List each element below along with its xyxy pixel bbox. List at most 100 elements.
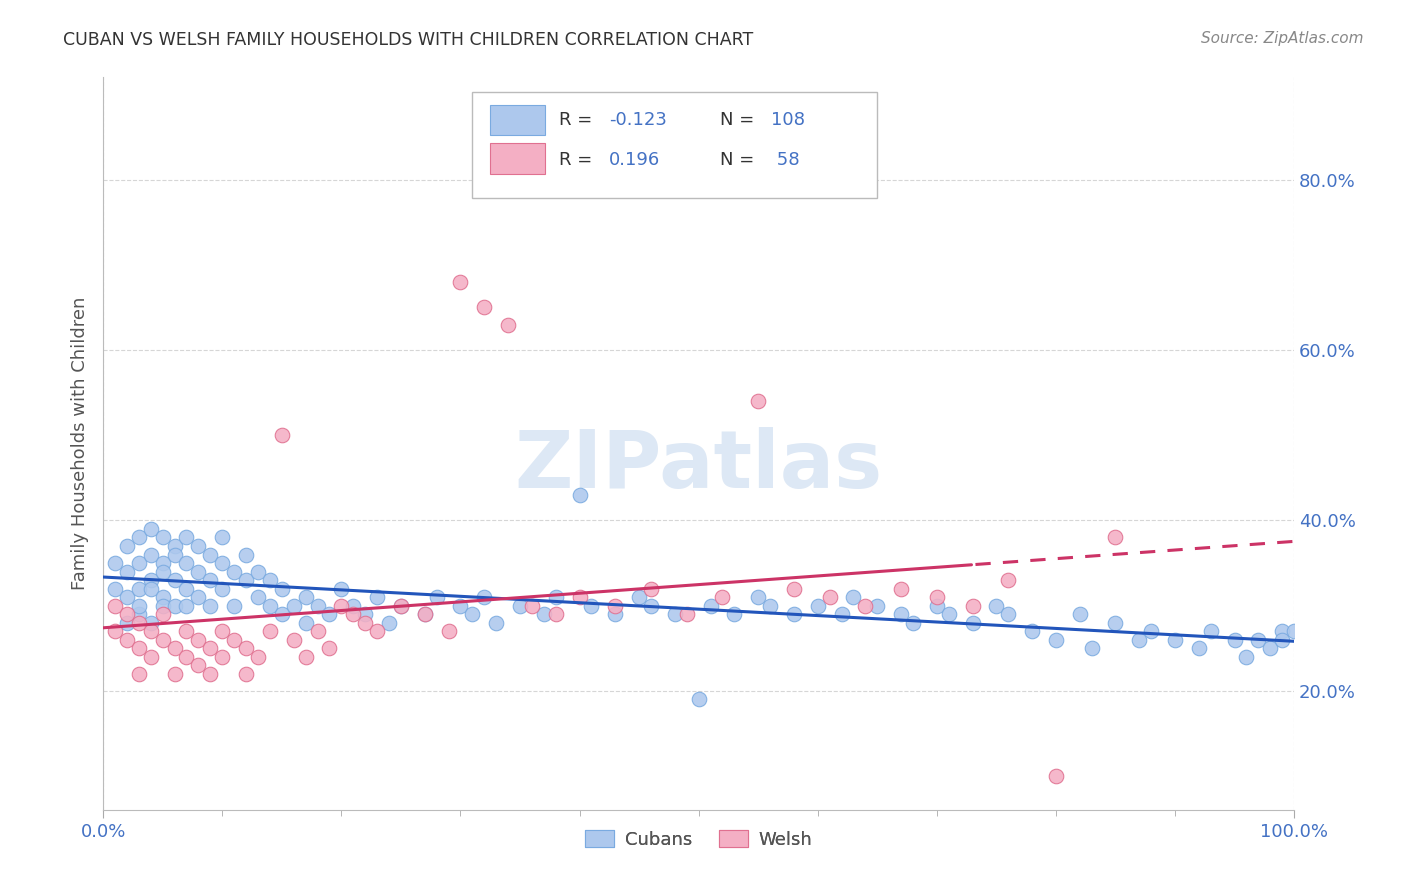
Point: [211, 624, 233, 639]
Point: [509, 599, 531, 613]
Point: [283, 632, 305, 647]
Point: [211, 582, 233, 596]
Point: [413, 607, 436, 622]
Point: [807, 599, 830, 613]
Point: [152, 531, 174, 545]
Point: [664, 607, 686, 622]
Point: [128, 615, 150, 630]
Point: [246, 649, 269, 664]
FancyBboxPatch shape: [491, 144, 546, 174]
Point: [1164, 632, 1187, 647]
Point: [1069, 607, 1091, 622]
Point: [128, 666, 150, 681]
Point: [640, 582, 662, 596]
Point: [925, 599, 948, 613]
Point: [259, 624, 281, 639]
Y-axis label: Family Households with Children: Family Households with Children: [72, 297, 89, 591]
Point: [1104, 615, 1126, 630]
Point: [104, 582, 127, 596]
Text: 58: 58: [772, 152, 800, 169]
Point: [318, 607, 340, 622]
Point: [1282, 624, 1305, 639]
Point: [259, 599, 281, 613]
Point: [938, 607, 960, 622]
Point: [366, 590, 388, 604]
Point: [1258, 641, 1281, 656]
Point: [544, 607, 567, 622]
Point: [115, 607, 138, 622]
Point: [723, 607, 745, 622]
Point: [378, 615, 401, 630]
Point: [389, 599, 412, 613]
Point: [1021, 624, 1043, 639]
Point: [294, 590, 316, 604]
Point: [152, 607, 174, 622]
Point: [485, 615, 508, 630]
Point: [496, 318, 519, 332]
Point: [472, 301, 495, 315]
Point: [472, 590, 495, 604]
Point: [1045, 769, 1067, 783]
Point: [426, 590, 449, 604]
Point: [224, 599, 246, 613]
Point: [139, 573, 162, 587]
Point: [200, 548, 222, 562]
Point: [640, 599, 662, 613]
Point: [605, 607, 627, 622]
Point: [128, 607, 150, 622]
Point: [115, 539, 138, 553]
Point: [294, 649, 316, 664]
Point: [747, 394, 769, 409]
Point: [842, 590, 865, 604]
FancyBboxPatch shape: [472, 92, 877, 198]
Point: [115, 590, 138, 604]
Point: [163, 666, 186, 681]
Point: [128, 582, 150, 596]
Point: [1104, 531, 1126, 545]
Point: [533, 607, 555, 622]
Point: [128, 641, 150, 656]
Point: [246, 590, 269, 604]
Point: [115, 615, 138, 630]
Point: [270, 428, 292, 442]
Point: [187, 658, 209, 673]
Point: [163, 573, 186, 587]
Point: [568, 590, 591, 604]
Point: [342, 607, 364, 622]
Point: [354, 607, 377, 622]
Legend: Cubans, Welsh: Cubans, Welsh: [578, 822, 820, 856]
Point: [235, 666, 257, 681]
Point: [1271, 632, 1294, 647]
Point: [962, 615, 984, 630]
Point: [235, 641, 257, 656]
Point: [1045, 632, 1067, 647]
Point: [925, 590, 948, 604]
Point: [389, 599, 412, 613]
Text: 0.196: 0.196: [609, 152, 661, 169]
Text: 108: 108: [772, 111, 806, 129]
Point: [461, 607, 484, 622]
Point: [1236, 649, 1258, 664]
Point: [628, 590, 651, 604]
Point: [200, 599, 222, 613]
Point: [413, 607, 436, 622]
Point: [901, 615, 924, 630]
Point: [544, 590, 567, 604]
Point: [224, 632, 246, 647]
Point: [783, 607, 806, 622]
Point: [176, 556, 198, 570]
Point: [152, 565, 174, 579]
Text: -0.123: -0.123: [609, 111, 668, 129]
Point: [270, 582, 292, 596]
Point: [354, 615, 377, 630]
Point: [1223, 632, 1246, 647]
Point: [152, 590, 174, 604]
Point: [688, 692, 710, 706]
Point: [366, 624, 388, 639]
Point: [1128, 632, 1150, 647]
Point: [283, 599, 305, 613]
Point: [831, 607, 853, 622]
Point: [152, 632, 174, 647]
Point: [307, 599, 329, 613]
Point: [1247, 632, 1270, 647]
